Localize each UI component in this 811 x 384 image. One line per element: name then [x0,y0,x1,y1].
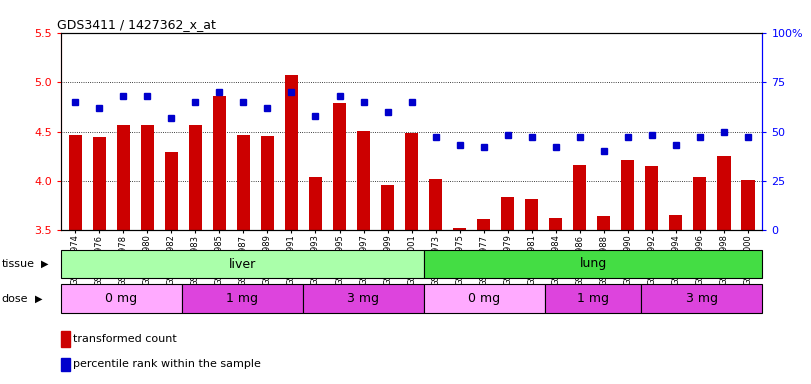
Bar [61,358,70,371]
Bar [545,284,642,313]
Bar [357,131,370,230]
Text: transformed count: transformed count [74,334,177,344]
Bar [525,199,539,230]
Bar [92,137,106,230]
Bar [717,156,731,230]
Text: 1 mg: 1 mg [577,292,609,305]
Bar [477,218,491,230]
Bar [61,284,182,313]
Bar [423,250,762,278]
Bar [501,197,514,230]
Text: 3 mg: 3 mg [347,292,380,305]
Bar [212,96,226,230]
Text: tissue: tissue [2,259,35,269]
Bar [573,165,586,230]
Bar [237,136,250,230]
Text: 3 mg: 3 mg [686,292,718,305]
Bar [741,180,754,230]
Bar [140,124,154,230]
Bar [333,103,346,230]
Bar [189,124,202,230]
Text: 0 mg: 0 mg [105,292,137,305]
Bar [261,136,274,230]
Text: 1 mg: 1 mg [226,292,258,305]
Bar [381,185,394,230]
Text: ▶: ▶ [41,259,48,269]
Bar [621,160,634,230]
Bar [693,177,706,230]
Bar [405,132,418,230]
Bar [61,250,423,278]
Bar [646,166,659,230]
Bar [309,177,322,230]
Bar [182,284,303,313]
Text: dose: dose [2,293,28,304]
Bar [117,124,130,230]
Bar [69,136,82,230]
Text: lung: lung [579,258,607,270]
Bar [285,75,298,230]
Bar [669,215,683,230]
Bar [165,152,178,230]
Text: 0 mg: 0 mg [468,292,500,305]
Bar [549,218,562,230]
Bar [303,284,423,313]
Bar [423,284,545,313]
Text: GDS3411 / 1427362_x_at: GDS3411 / 1427362_x_at [58,18,217,31]
Bar [642,284,762,313]
Bar [453,228,466,230]
Text: percentile rank within the sample: percentile rank within the sample [74,359,261,369]
Bar [429,179,442,230]
Text: ▶: ▶ [35,293,42,304]
Text: liver: liver [229,258,256,270]
Bar [61,331,70,347]
Bar [597,215,611,230]
